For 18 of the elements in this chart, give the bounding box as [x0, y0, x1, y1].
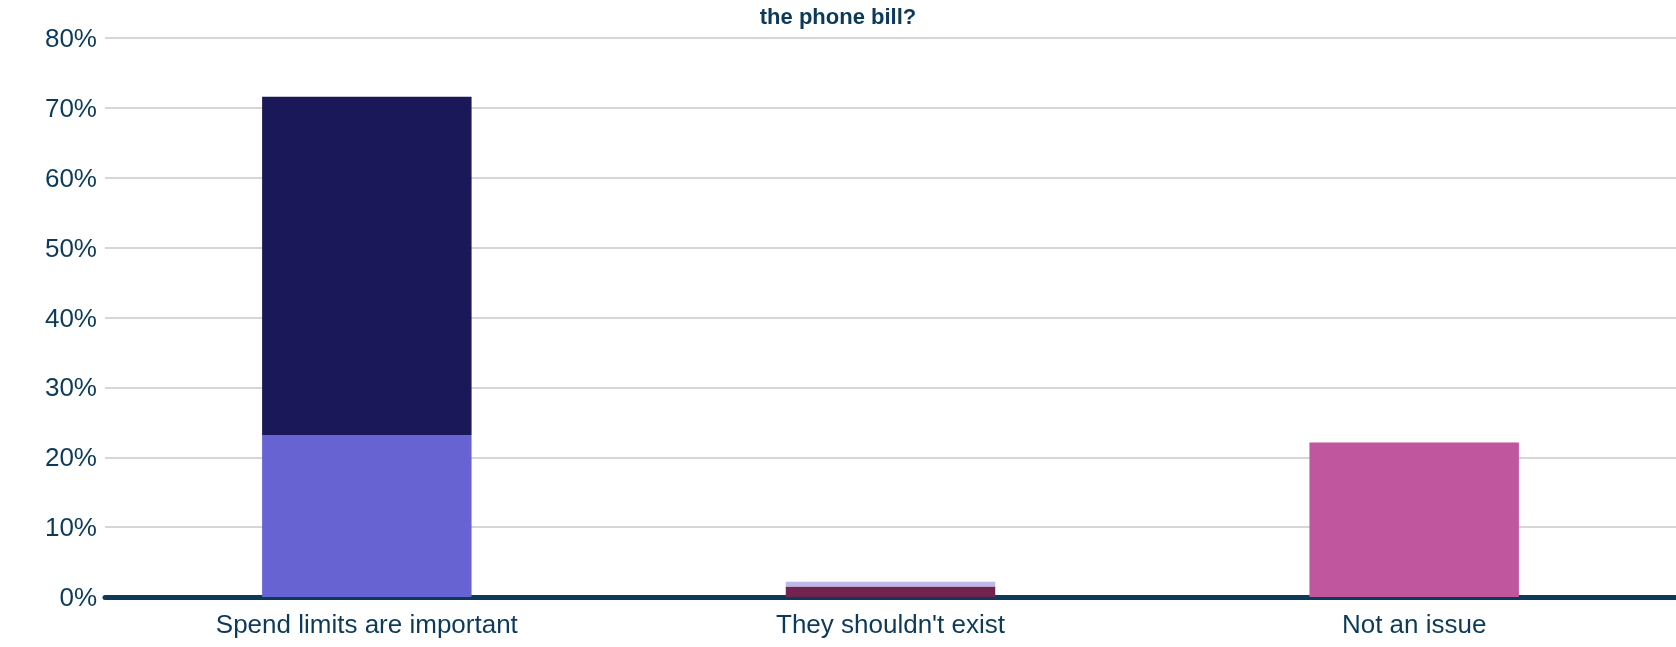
y-tick-label: 60% [44, 162, 97, 193]
y-tick-label: 0% [59, 582, 97, 612]
y-tick-label: 50% [44, 232, 97, 263]
y-tick-label: 10% [44, 512, 97, 543]
bar [785, 581, 996, 587]
y-tick-label: 30% [44, 372, 97, 403]
bar [785, 586, 996, 597]
chart-title: the phone bill? [759, 3, 917, 29]
x-tick-label: They shouldn't exist [776, 609, 1006, 639]
bar [1309, 442, 1519, 597]
y-tick-label: 70% [44, 92, 97, 123]
bar [262, 96, 472, 435]
x-tick-label: Spend limits are important [215, 609, 519, 639]
x-tick-label: Not an issue [1341, 609, 1487, 639]
y-tick-label: 40% [44, 302, 97, 333]
bar [262, 434, 472, 597]
y-tick-label: 20% [44, 442, 97, 473]
y-tick-label: 80% [44, 23, 97, 53]
